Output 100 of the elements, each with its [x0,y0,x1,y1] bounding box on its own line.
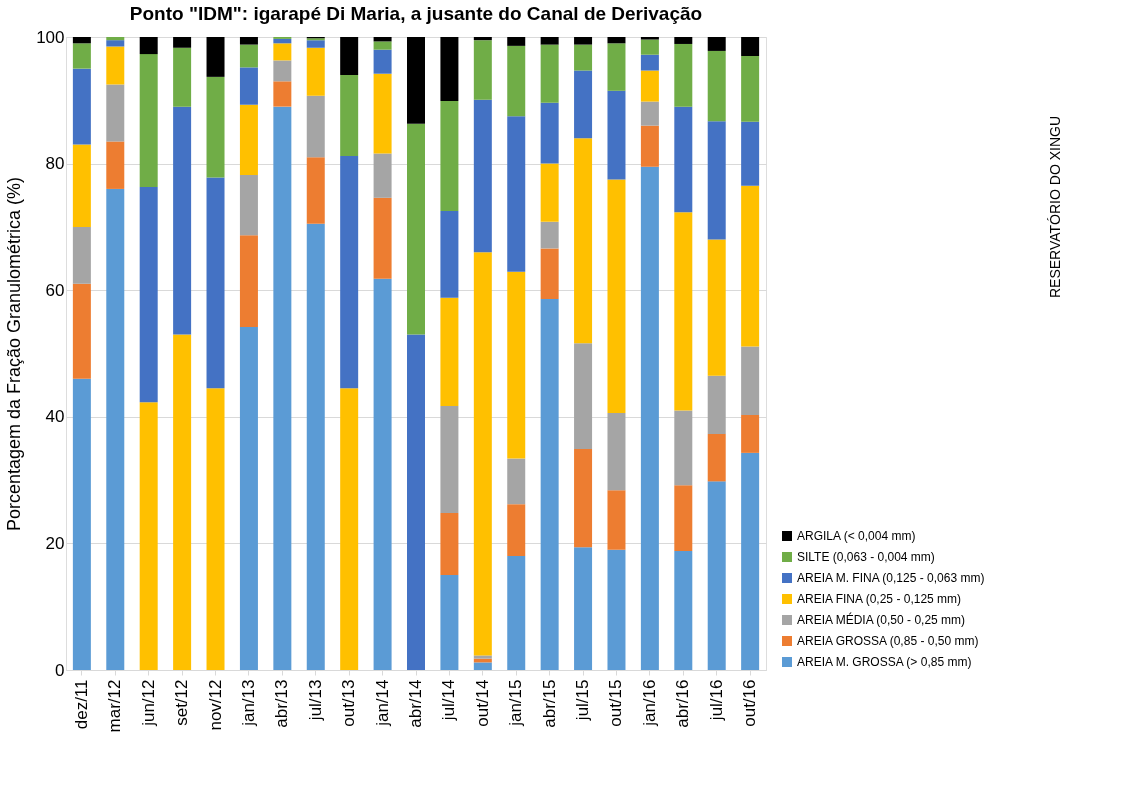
x-tick-label: jul/16 [706,679,726,722]
bar [741,346,760,415]
bar [239,67,258,105]
bar [373,197,392,279]
bar [72,37,91,44]
bar [473,655,492,659]
bar [340,74,359,156]
bar [640,101,659,126]
bar [206,388,225,670]
bar [707,375,726,434]
bar [674,43,693,107]
legend-label: AREIA M. GROSSA (> 0,85 mm) [797,655,972,669]
bar [607,43,626,91]
bar [139,187,158,403]
x-tick-label: jan/15 [506,679,526,727]
bar [273,60,292,82]
bar [707,37,726,51]
x-tick-label: abr/14 [406,679,425,728]
bar [173,106,192,335]
bar [741,121,760,186]
x-tick-label: out/14 [472,679,492,727]
bar [507,458,526,505]
bar [440,406,459,514]
bar [674,37,693,44]
bar [440,211,459,298]
bar [607,413,626,491]
text: RESERVATÓRIO DO XINGU [1047,115,1063,299]
x-tick-label: abr/16 [673,679,693,728]
bar [540,102,559,164]
bar [206,76,225,178]
bar [607,549,626,670]
bar [173,334,192,670]
bar [473,99,492,253]
bar [674,410,693,486]
bar [607,37,626,44]
x-tick-label: jan/16 [639,679,659,727]
bar [306,157,325,224]
bar [473,662,492,670]
bar [507,271,526,459]
bar [473,252,492,656]
x-tick-label: jul/13 [305,679,325,722]
bar [407,37,425,124]
bar [106,188,125,670]
bar [440,37,459,101]
bar [306,40,325,48]
bar [674,212,693,411]
bar [273,38,292,44]
bar [106,141,125,189]
bar [273,81,292,107]
bar [440,513,459,576]
y-tick-label: 20 [45,533,65,553]
bar [306,95,325,158]
bar [373,278,392,670]
bar [473,37,492,41]
legend-label: AREIA GROSSA (0,85 - 0,50 mm) [797,634,979,648]
bar [607,490,626,550]
x-tick-label: out/16 [740,679,760,727]
bar [239,104,258,175]
bar [273,43,292,61]
bar [239,37,258,45]
chart-title: Ponto "IDM": igarapé Di Maria, a jusante do Canal de Derivação [129,3,703,24]
x-tick-label: jan/14 [372,679,392,727]
bar [574,547,593,670]
bar [239,326,258,670]
bar [507,504,526,557]
x-tick-label: dez/11 [71,679,91,730]
bar [507,556,526,670]
bar [72,43,91,69]
x-tick-label: set/12 [172,679,192,726]
bar [173,47,192,107]
x-tick-label: out/13 [339,679,359,727]
bar [340,37,359,75]
bar [373,49,392,74]
bar [574,343,593,450]
bar [674,551,693,670]
bar [440,575,459,670]
bar [707,50,726,122]
y-tick-label: 40 [45,407,65,427]
bar [640,37,659,40]
bar [707,239,726,376]
bar [540,248,559,300]
bar [239,174,258,236]
legend-label: AREIA M. FINA (0,125 - 0,063 mm) [797,571,985,585]
bar [674,106,693,213]
bar [707,121,726,240]
y-axis-title: Porcentagem da Fração Granulométrica (%) [4,176,25,532]
bar [741,414,760,453]
x-tick-label: out/15 [606,679,626,727]
bar [72,226,91,284]
bar [72,144,91,227]
bar [574,44,593,71]
x-tick-label: nov/12 [205,679,225,731]
bar [741,37,760,56]
bar [640,125,659,167]
bar [139,37,158,55]
bar [607,179,626,413]
x-tick-label: abr/13 [272,679,292,728]
bar [139,54,158,188]
bar [473,40,492,100]
bar [640,54,659,71]
